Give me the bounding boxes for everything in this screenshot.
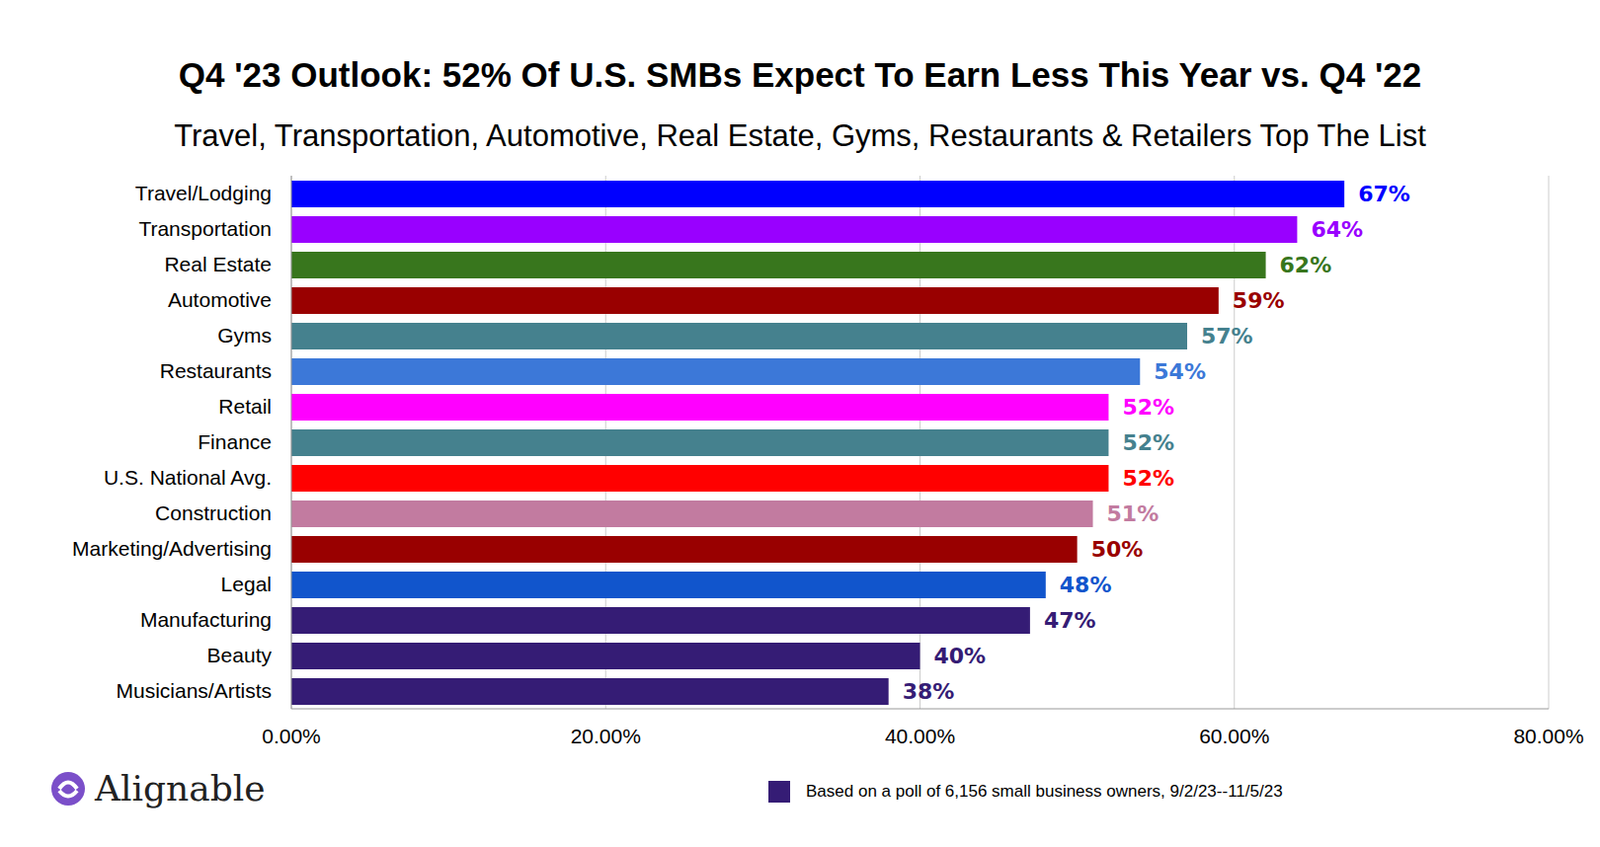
svg-text:60.00%: 60.00% xyxy=(1199,724,1270,748)
svg-text:59%: 59% xyxy=(1232,288,1285,314)
svg-text:Manufacturing: Manufacturing xyxy=(140,608,272,632)
svg-text:52%: 52% xyxy=(1121,430,1175,456)
svg-text:50%: 50% xyxy=(1091,537,1144,562)
svg-text:Automotive: Automotive xyxy=(167,288,272,312)
svg-text:Legal: Legal xyxy=(221,572,272,596)
svg-text:Beauty: Beauty xyxy=(207,643,273,667)
svg-text:62%: 62% xyxy=(1280,252,1333,278)
svg-text:Restaurants: Restaurants xyxy=(160,359,272,383)
svg-text:48%: 48% xyxy=(1059,572,1113,598)
svg-text:67%: 67% xyxy=(1358,181,1411,207)
svg-text:47%: 47% xyxy=(1043,608,1097,634)
svg-text:38%: 38% xyxy=(902,679,956,705)
html-text:Q4 '23 Outlook: 52% Of U.S. SM: Q4 '23 Outlook: 52% Of U.S. SMBs Expect … xyxy=(178,55,1422,94)
svg-text:64%: 64% xyxy=(1310,217,1363,242)
svg-text:Real Estate: Real Estate xyxy=(163,252,272,276)
html-text:Alignable: Alignable xyxy=(94,768,266,809)
svg-text:Transportation: Transportation xyxy=(138,217,272,240)
svg-text:52%: 52% xyxy=(1121,466,1175,491)
svg-text:Gyms: Gyms xyxy=(217,323,272,347)
svg-text:54%: 54% xyxy=(1153,359,1206,385)
svg-text:52%: 52% xyxy=(1121,395,1175,420)
svg-text:0.00%: 0.00% xyxy=(261,724,321,748)
html-text:Based on a poll of 6,156 small: Based on a poll of 6,156 small business … xyxy=(805,782,1283,801)
html-text:Travel, Transportation, Automo: Travel, Transportation, Automotive, Real… xyxy=(174,118,1426,154)
svg-text:51%: 51% xyxy=(1107,501,1160,527)
svg-text:Travel/Lodging: Travel/Lodging xyxy=(135,181,272,205)
svg-text:40.00%: 40.00% xyxy=(884,724,956,748)
svg-text:Retail: Retail xyxy=(218,395,272,418)
svg-text:Construction: Construction xyxy=(155,501,272,525)
svg-text:80.00%: 80.00% xyxy=(1513,724,1584,748)
svg-text:57%: 57% xyxy=(1200,323,1254,349)
svg-text:Musicians/Artists: Musicians/Artists xyxy=(115,679,272,703)
svg-text:20.00%: 20.00% xyxy=(570,724,641,748)
svg-text:40%: 40% xyxy=(934,643,987,669)
svg-text:Marketing/Advertising: Marketing/Advertising xyxy=(72,537,272,560)
svg-text:Finance: Finance xyxy=(197,430,272,454)
svg-text:U.S. National Avg.: U.S. National Avg. xyxy=(103,466,272,489)
